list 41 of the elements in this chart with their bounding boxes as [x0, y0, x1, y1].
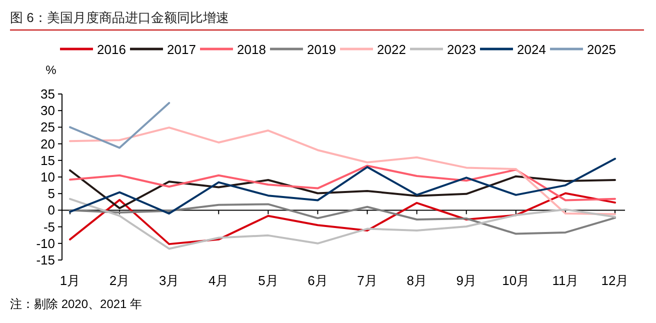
x-tick-label: 12月: [601, 273, 629, 288]
line-series: [69, 164, 616, 202]
y-tick-label: -5: [43, 219, 55, 234]
y-tick-label: 5: [48, 186, 55, 202]
x-tick-label: 4月: [208, 273, 229, 288]
line-series: [69, 192, 616, 246]
text: 注：剔除 2020、2021 年: [10, 297, 142, 311]
legend-label: 2023: [447, 42, 476, 57]
legend-label: 2024: [517, 42, 546, 57]
x-tick-label: 6月: [308, 273, 328, 288]
legend-label: 2017: [167, 42, 196, 57]
legend-label: 2016: [97, 42, 126, 57]
legend-label: 2025: [587, 42, 616, 57]
line-series: [69, 198, 616, 250]
x-tick-label: 3月: [158, 273, 180, 288]
x-tick-label: 5月: [258, 273, 278, 288]
x-tick-label: 2月: [109, 273, 130, 288]
line-series: [69, 126, 616, 216]
chart-title: 图 6：美国月度商品进口金额同比增速: [10, 10, 229, 25]
y-tick-label: -10: [36, 236, 55, 251]
y-tick-label: -15: [36, 252, 55, 268]
x-tick-label: 9月: [456, 273, 476, 288]
y-tick-label: 15: [40, 152, 55, 168]
line-series: [69, 203, 616, 235]
y-tick-label: 35: [40, 86, 55, 102]
y-tick-label: 10: [40, 170, 55, 184]
y-axis-title: %: [46, 63, 57, 77]
legend-label: 2019: [307, 42, 336, 57]
legend-label: 2018: [237, 42, 266, 57]
y-tick-label: 25: [40, 120, 55, 135]
x-tick-label: 8月: [406, 273, 427, 288]
x-tick-label: 7月: [357, 273, 378, 288]
x-tick-label: 1月: [60, 273, 80, 288]
line-series: [69, 158, 616, 215]
line-series: [69, 169, 616, 210]
x-tick-label: 10月: [502, 273, 530, 288]
y-tick-label: 30: [40, 103, 55, 118]
y-tick-label: 0: [48, 202, 55, 218]
y-tick-label: 20: [40, 136, 55, 152]
x-tick-label: 11月: [552, 273, 579, 288]
legend-label: 2022: [377, 42, 406, 57]
